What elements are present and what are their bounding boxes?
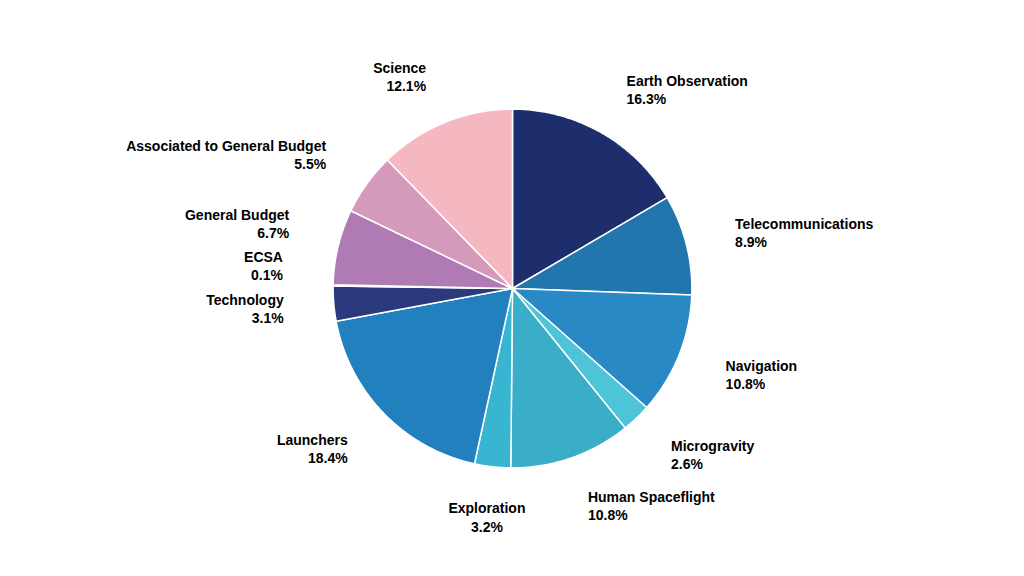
svg-text:Telecommunications8.9%: Telecommunications8.9%: [735, 216, 873, 250]
svg-text:ECSA0.1%: ECSA0.1%: [244, 249, 283, 283]
svg-text:Earth Observation16.3%: Earth Observation16.3%: [627, 73, 748, 107]
svg-text:General Budget6.7%: General Budget6.7%: [185, 207, 290, 241]
svg-text:Launchers18.4%: Launchers18.4%: [277, 432, 348, 466]
svg-text:Human Spaceflight10.8%: Human Spaceflight10.8%: [588, 489, 715, 523]
svg-text:Science12.1%: Science12.1%: [373, 60, 426, 94]
svg-text:Microgravity2.6%: Microgravity2.6%: [671, 438, 754, 472]
svg-text:Associated to General Budget5.: Associated to General Budget5.5%: [126, 138, 326, 172]
svg-text:Exploration3.2%: Exploration3.2%: [448, 500, 525, 534]
svg-text:Technology3.1%: Technology3.1%: [206, 292, 284, 326]
svg-text:Navigation10.8%: Navigation10.8%: [726, 358, 798, 392]
